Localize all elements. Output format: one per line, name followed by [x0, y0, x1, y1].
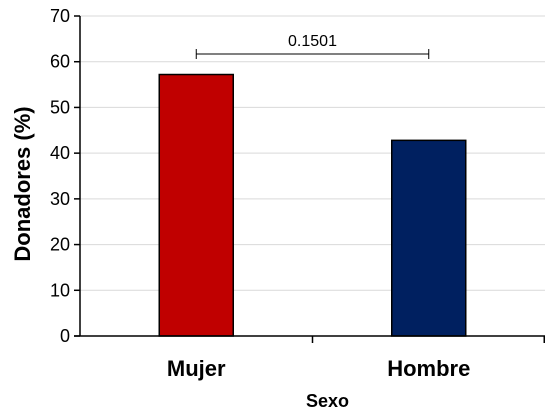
- x-tick-labels: Mujer Hombre: [167, 336, 545, 381]
- y-axis-title: Donadores (%): [10, 106, 35, 261]
- y-tick-label: 50: [50, 97, 70, 117]
- gridlines: [80, 15, 545, 291]
- y-tick-label: 0: [60, 326, 70, 346]
- bar-mujer: [158, 73, 234, 337]
- bar-hombre: [391, 139, 467, 337]
- x-tick-label: Mujer: [167, 356, 226, 381]
- y-tick-label: 10: [50, 280, 70, 300]
- y-tick-label: 20: [50, 235, 70, 255]
- x-tick-label: Hombre: [387, 356, 470, 381]
- y-tick-label: 60: [50, 52, 70, 72]
- significance-bracket: 0.1501: [195, 33, 430, 59]
- y-tick-label: 70: [50, 6, 70, 26]
- p-value-label: 0.1501: [288, 33, 337, 50]
- y-tick-label: 40: [50, 143, 70, 163]
- y-tick-label: 30: [50, 189, 70, 209]
- bars: [158, 73, 467, 337]
- x-axis-title: Sexo: [306, 391, 349, 411]
- axes: [74, 16, 545, 337]
- y-ticks: 0 10 20 30 40 50 60 70: [50, 6, 80, 346]
